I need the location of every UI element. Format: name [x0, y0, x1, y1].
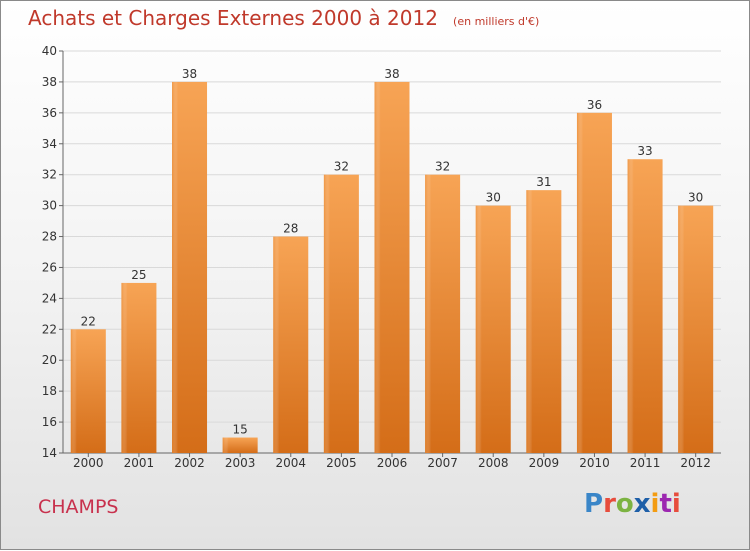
proxiti-logo: Proxiti — [584, 489, 681, 519]
bar-highlight — [172, 81, 179, 453]
x-tick-label: 2011 — [630, 456, 661, 470]
value-label: 30 — [486, 191, 501, 205]
y-tick-label: 36 — [42, 106, 57, 120]
bar-highlight — [678, 205, 685, 453]
x-tick-label: 2003 — [225, 456, 256, 470]
value-label: 15 — [233, 423, 248, 437]
x-tick-label: 2002 — [174, 456, 205, 470]
value-label: 36 — [587, 98, 602, 112]
y-tick-label: 22 — [42, 322, 57, 336]
value-label: 25 — [131, 268, 146, 282]
bars — [70, 81, 714, 453]
bar-highlight — [70, 329, 77, 453]
y-tick-label: 14 — [42, 446, 57, 460]
labels: 14 16 18 20 22 24 26 28 30 32 34 36 38 40 2000 22 2001 25… — [42, 44, 711, 470]
value-label: 28 — [283, 222, 298, 236]
x-tick-label: 2012 — [680, 456, 711, 470]
y-tick-label: 26 — [42, 260, 57, 274]
bar-highlight — [475, 205, 482, 453]
bar — [222, 437, 258, 453]
bar-highlight — [222, 437, 229, 453]
value-label: 33 — [637, 144, 652, 158]
value-label: 32 — [334, 160, 349, 174]
value-label: 31 — [536, 175, 551, 189]
y-tick-label: 18 — [42, 384, 57, 398]
x-tick-label: 2010 — [579, 456, 610, 470]
bar-highlight — [323, 174, 330, 453]
bar-highlight — [121, 282, 128, 453]
bar-highlight — [576, 112, 583, 453]
x-tick-label: 2007 — [427, 456, 458, 470]
y-tick-label: 28 — [42, 230, 57, 244]
bar-highlight — [425, 174, 432, 453]
x-tick-label: 2000 — [73, 456, 104, 470]
bar-highlight — [374, 81, 381, 453]
y-tick-label: 30 — [42, 199, 57, 213]
chart-title-block: Achats et Charges Externes 2000 à 2012 (… — [28, 6, 539, 30]
x-tick-label: 2005 — [326, 456, 357, 470]
y-tick-label: 16 — [42, 415, 57, 429]
value-label: 38 — [384, 67, 399, 81]
value-label: 32 — [435, 160, 450, 174]
x-tick-label: 2006 — [377, 456, 408, 470]
x-tick-label: 2004 — [275, 456, 306, 470]
y-tick-label: 32 — [42, 168, 57, 182]
y-tick-label: 38 — [42, 75, 57, 89]
bar-highlight — [627, 159, 634, 453]
chart-subtitle: (en milliers d'€) — [453, 15, 540, 28]
x-tick-label: 2001 — [124, 456, 155, 470]
value-label: 30 — [688, 191, 703, 205]
x-tick-label: 2009 — [529, 456, 560, 470]
chart-title: Achats et Charges Externes 2000 à 2012 — [28, 6, 438, 30]
value-label: 22 — [81, 314, 96, 328]
x-tick-label: 2008 — [478, 456, 509, 470]
y-tick-label: 20 — [42, 353, 57, 367]
y-tick-label: 34 — [42, 137, 57, 151]
y-tick-label: 24 — [42, 291, 57, 305]
value-label: 38 — [182, 67, 197, 81]
bar-highlight — [526, 190, 533, 453]
bar-highlight — [273, 236, 280, 453]
commune-name: CHAMPS — [38, 496, 119, 518]
y-tick-label: 40 — [42, 44, 57, 58]
